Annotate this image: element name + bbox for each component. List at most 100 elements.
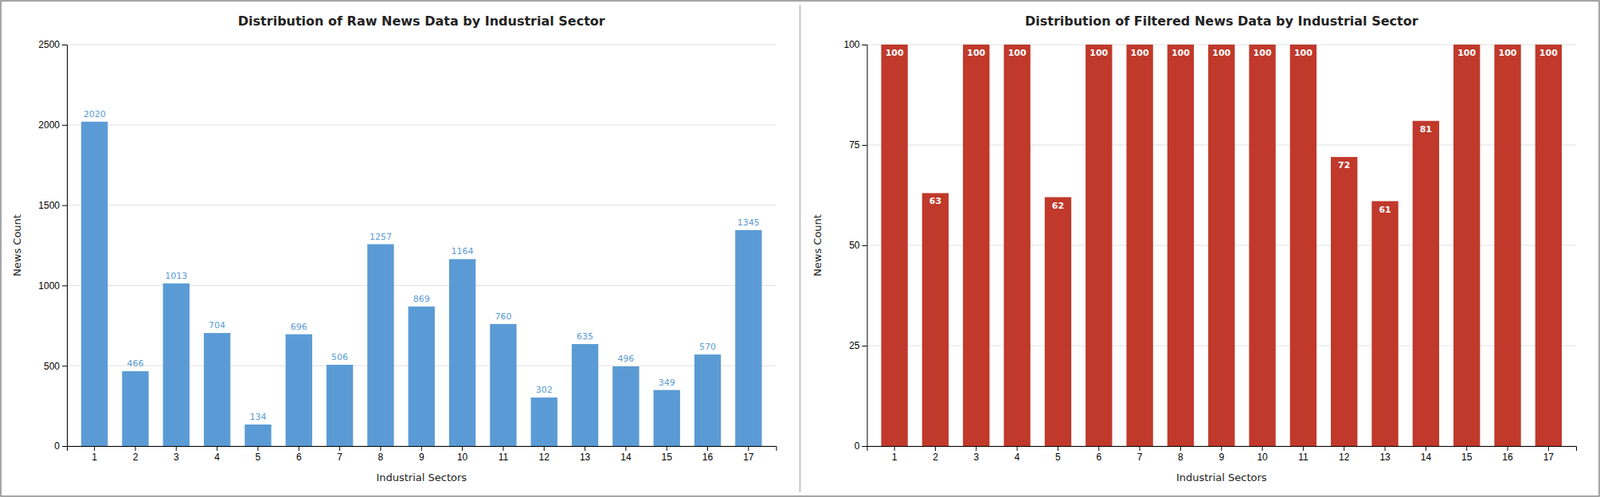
bar [326,364,353,446]
tick-mark [707,445,709,451]
tick: 2 [133,445,139,463]
tick-label: 1000 [38,280,60,292]
tick: 75 [848,139,867,151]
tick-mark [216,445,218,451]
tick-mark [1098,445,1100,451]
tick-label: 5 [1055,451,1061,463]
grid-line [66,204,777,206]
bar [880,44,908,446]
data-label: 760 [494,311,512,322]
tick: 7 [336,445,343,463]
tick-label: 14 [620,451,632,463]
tick-mark [1548,445,1550,451]
axis-line [62,45,68,447]
tick: 7 [1137,445,1143,463]
tick-label: 11 [498,451,509,463]
tick-mark [543,445,545,451]
tick-mark [747,445,749,451]
tick: 6 [1095,445,1102,463]
tick-label: 7 [1137,451,1143,463]
tick: 1500 [38,199,67,212]
tick: 13 [1379,445,1391,463]
grid [66,44,777,446]
tick-mark [176,445,177,451]
tick-mark [894,445,896,451]
tick: 12 [1338,445,1350,463]
tick-label: 10 [457,451,469,463]
tick: 9 [1218,445,1225,463]
tick-mark [134,445,136,451]
data-label: 496 [617,353,634,364]
tick-mark [1302,445,1304,451]
tick: 100 [843,39,867,51]
tick-mark [62,365,67,367]
tick-mark [1262,445,1264,451]
data-label: 696 [290,321,308,333]
tick: 1 [891,445,898,463]
tick-mark [625,445,626,451]
tick-label: 11 [1298,451,1309,463]
tick: 3 [973,445,979,463]
tick-label: 17 [743,451,755,463]
tick: 8 [378,445,384,463]
tick-label: 100 [843,39,860,51]
y-axis: 0 25 50 75 100 [843,39,868,452]
data-label: 100 [1457,47,1476,59]
tick-label: 2 [932,451,939,463]
data-label: 100 [966,47,986,59]
tick-mark [62,205,67,207]
bar [1208,44,1235,446]
tick-label: 15 [661,451,673,463]
tick: 14 [620,445,632,463]
axis-line [67,446,778,452]
tick-label: 4 [1014,451,1021,463]
tick: 1000 [38,280,67,292]
tick-label: 2000 [38,119,60,131]
bar [285,334,313,446]
tick-label: 13 [579,451,591,463]
data-label: 570 [699,341,716,353]
tick-mark [975,445,977,451]
bar [244,424,271,446]
panel: 0255075100123456789101112131415161710063… [811,13,1577,484]
bar [1290,44,1317,446]
bar [1044,197,1072,446]
tick-mark [62,285,67,286]
data-label: 134 [249,411,267,423]
tick-label: 1 [891,451,898,463]
tick-label: 12 [1338,451,1350,463]
data-label: 704 [208,320,226,331]
bar [1535,44,1562,446]
tick-label: 3 [173,451,180,463]
bar [962,44,990,446]
tick-label: 2 [133,451,139,463]
tick-label: 5 [255,451,262,463]
border [0,0,1600,497]
bar [531,397,558,446]
tick: 4 [1014,445,1021,463]
tick: 11 [1298,445,1309,463]
grid [867,44,1577,446]
tick: 2500 [38,39,67,51]
data-label: 62 [1052,200,1065,212]
data-labels: 1006310010062100100100100100100726181100… [885,47,1559,216]
tick-label: 0 [854,440,861,452]
chart-canvas: 0500100015002000250012345678910111213141… [0,0,1600,497]
tick-label: 8 [1177,451,1184,463]
tick-label: 16 [702,451,714,463]
tick: 50 [848,239,867,251]
tick-mark [862,44,868,46]
tick-mark [461,445,463,451]
tick-mark [862,345,868,347]
tick: 6 [296,445,302,463]
bar [653,390,681,446]
tick: 1 [91,445,98,463]
tick-label: 500 [43,360,60,372]
tick-label: 8 [378,451,384,463]
data-label: 100 [1089,47,1108,59]
tick: 5 [255,445,262,463]
bars [880,44,1562,446]
tick-label: 9 [418,451,425,463]
tick-label: 25 [848,340,861,352]
tick: 8 [1177,445,1184,463]
